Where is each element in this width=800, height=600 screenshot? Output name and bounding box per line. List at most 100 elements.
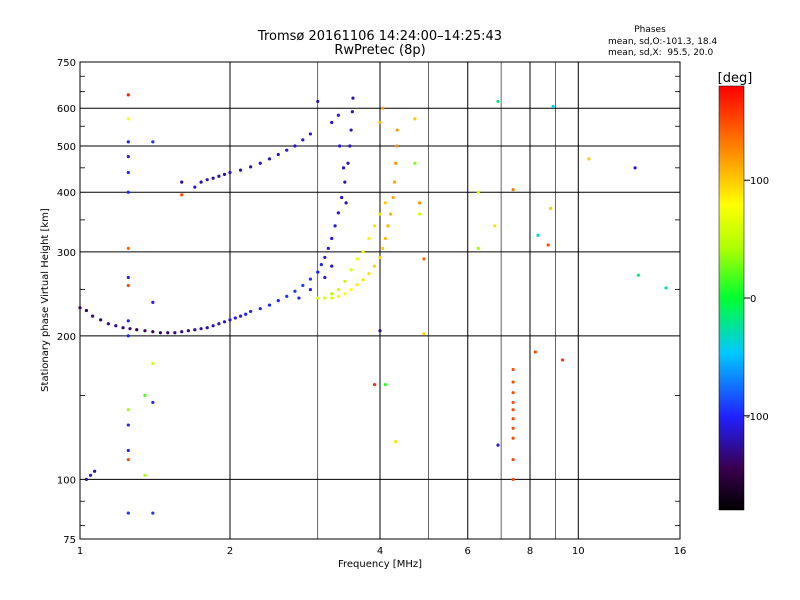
- data-point: [151, 511, 155, 515]
- data-point: [536, 233, 540, 237]
- data-point: [511, 367, 515, 372]
- data-point: [383, 201, 387, 205]
- data-point: [166, 331, 170, 335]
- data-point: [238, 314, 243, 318]
- chart-title: Tromsø 20161106 14:24:00–14:25:43: [257, 29, 502, 44]
- data-point: [316, 296, 320, 300]
- data-point: [361, 278, 365, 282]
- data-point: [378, 255, 382, 260]
- data-point: [343, 180, 347, 184]
- data-point: [84, 477, 88, 482]
- data-point: [258, 307, 262, 311]
- data-point: [151, 330, 155, 334]
- data-point: [378, 120, 382, 125]
- colorbar: [718, 85, 745, 511]
- data-point: [367, 272, 371, 276]
- data-point: [511, 477, 515, 482]
- data-point: [344, 201, 348, 205]
- data-point: [233, 316, 237, 320]
- data-point: [330, 264, 334, 268]
- data-point: [222, 320, 227, 324]
- data-point: [496, 443, 500, 447]
- data-point: [511, 400, 515, 405]
- data-point: [308, 277, 313, 281]
- data-point: [386, 224, 390, 228]
- data-point: [249, 165, 253, 169]
- data-point: [308, 132, 313, 136]
- data-point: [180, 330, 184, 334]
- data-point: [343, 292, 347, 296]
- data-point: [126, 448, 130, 453]
- data-point: [348, 144, 352, 148]
- data-point: [511, 188, 515, 192]
- data-point: [151, 361, 155, 366]
- chart-subtitle: RwPretec (8p): [334, 43, 425, 58]
- data-point: [326, 246, 330, 250]
- colorbar-tick-label: -100: [746, 412, 769, 423]
- data-point: [285, 148, 289, 152]
- data-point: [381, 106, 385, 110]
- data-point: [211, 176, 215, 180]
- data-point: [126, 117, 130, 121]
- data-point: [205, 178, 209, 182]
- data-point: [422, 257, 426, 261]
- data-point: [293, 144, 297, 148]
- data-point: [121, 326, 125, 330]
- colorbar-ticks: 100 0 -100: [744, 176, 769, 423]
- data-point: [84, 308, 88, 313]
- data-point: [330, 120, 334, 125]
- data-point: [413, 161, 417, 165]
- data-point: [316, 99, 320, 104]
- data-point: [330, 292, 334, 296]
- data-point: [126, 319, 130, 323]
- data-point: [394, 440, 398, 444]
- data-point: [349, 128, 353, 132]
- x-tick-label: 16: [674, 546, 687, 557]
- data-point: [91, 314, 95, 318]
- data-point: [351, 96, 355, 100]
- data-point: [394, 161, 398, 165]
- data-point: [323, 255, 327, 260]
- data-point: [199, 327, 203, 331]
- data-point: [511, 408, 515, 412]
- data-point: [349, 268, 353, 272]
- data-point: [126, 408, 130, 412]
- data-point: [383, 236, 387, 241]
- data-point: [93, 469, 97, 473]
- data-point: [372, 383, 377, 387]
- data-point: [341, 166, 346, 170]
- data-point: [126, 190, 130, 194]
- data-point: [388, 212, 393, 216]
- data-point: [546, 243, 550, 247]
- data-point: [199, 180, 203, 184]
- data-point: [186, 329, 190, 333]
- data-point: [343, 279, 347, 284]
- data-point: [336, 287, 340, 292]
- data-point: [560, 358, 565, 362]
- data-point: [417, 201, 422, 205]
- data-point: [367, 236, 371, 241]
- data-point: [151, 140, 155, 144]
- data-point: [126, 93, 130, 97]
- data-point: [664, 286, 668, 290]
- x-tick-label: 10: [572, 546, 585, 557]
- data-point: [135, 328, 139, 332]
- data-point: [636, 273, 640, 277]
- data-point: [372, 224, 377, 228]
- y-axis-label: Stationary phase Virtual Height [km]: [40, 208, 51, 392]
- data-point: [391, 195, 395, 200]
- y-tick-label: 300: [57, 248, 76, 259]
- x-tick-label: 1: [77, 546, 83, 557]
- data-point: [126, 423, 130, 427]
- data-point: [336, 294, 340, 298]
- data-point: [293, 289, 297, 293]
- data-point: [249, 309, 253, 314]
- phases-header: Phases: [634, 25, 666, 35]
- data-point: [308, 287, 313, 292]
- x-tick-label: 4: [377, 546, 383, 557]
- data-point: [395, 128, 399, 132]
- data-point: [180, 180, 184, 184]
- data-point: [330, 236, 334, 241]
- data-point: [361, 250, 365, 254]
- data-point: [381, 246, 385, 250]
